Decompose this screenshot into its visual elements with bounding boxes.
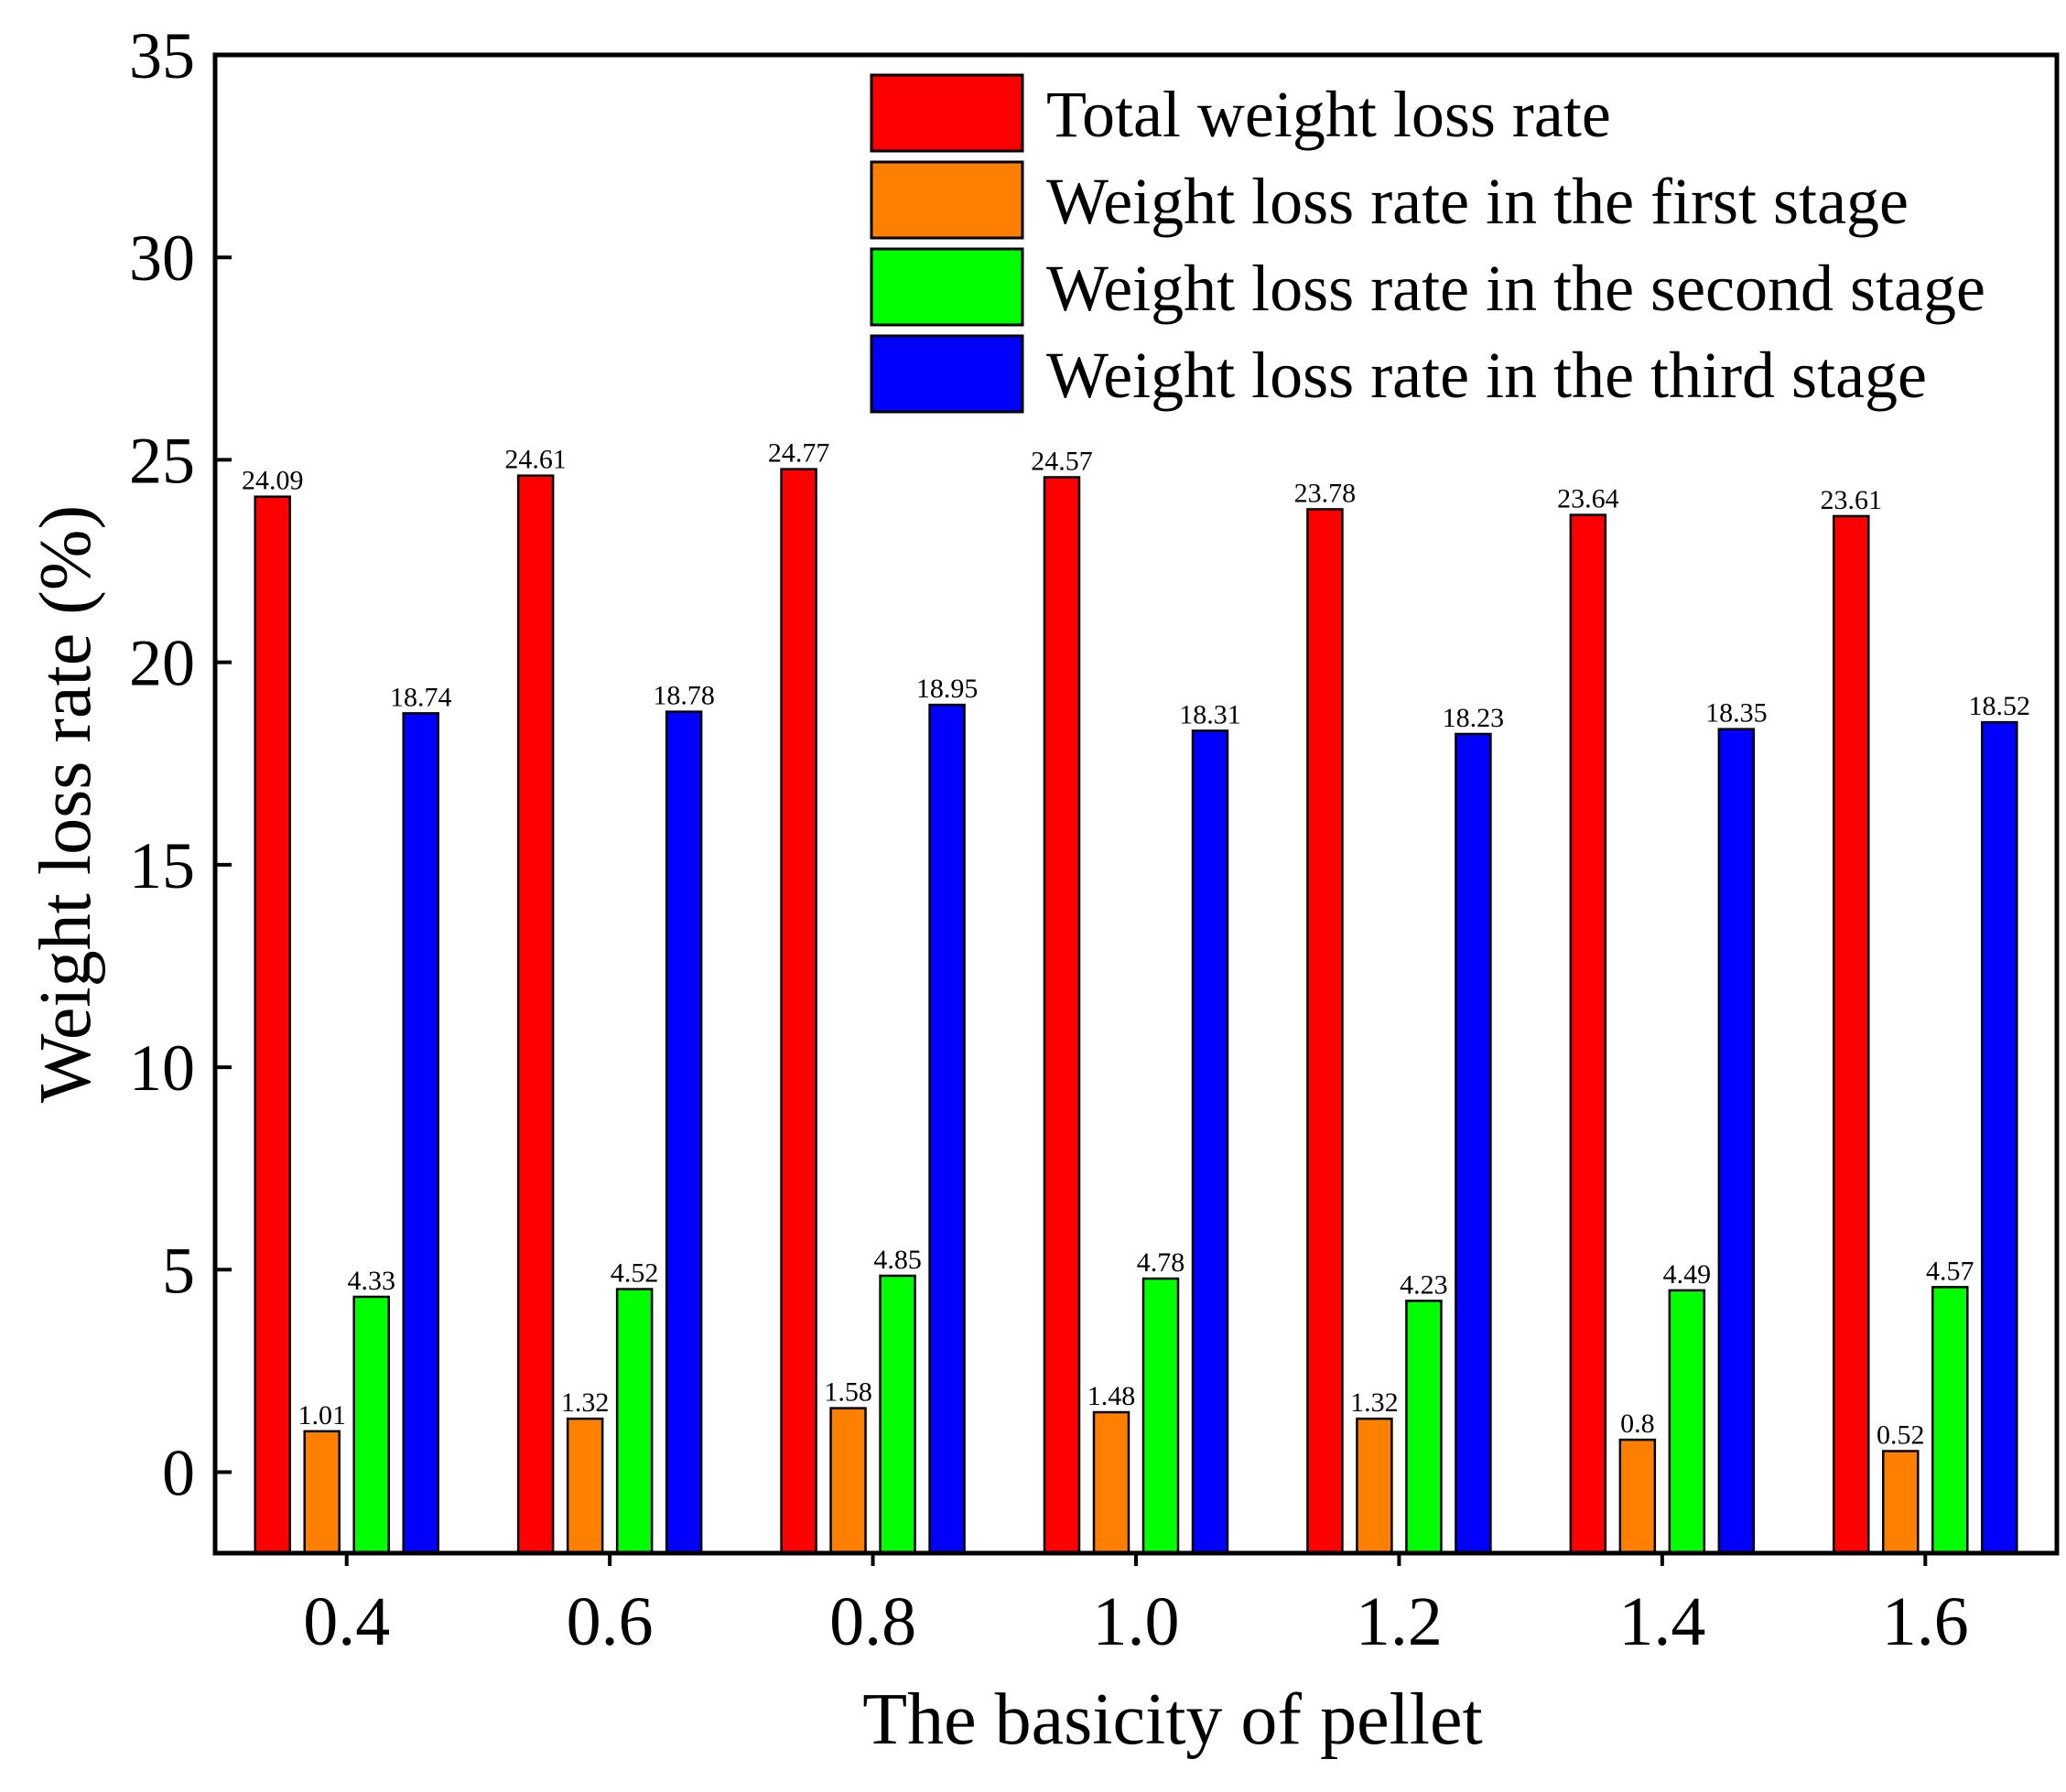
legend-swatch <box>870 334 1024 414</box>
data-label: 1.32 <box>561 1387 610 1418</box>
bar <box>665 710 703 1555</box>
legend-swatch <box>870 247 1024 327</box>
data-label: 18.78 <box>653 681 715 711</box>
bar <box>879 1274 916 1555</box>
bar <box>1618 1438 1657 1555</box>
legend-label: Total weight loss rate <box>1046 78 1611 151</box>
bar <box>1306 508 1344 1555</box>
data-label: 18.23 <box>1443 703 1505 733</box>
legend-label: Weight loss rate in the third stage <box>1046 339 1927 412</box>
data-label: 18.52 <box>1969 691 2031 721</box>
bar <box>1405 1300 1443 1555</box>
bar <box>1455 732 1492 1555</box>
x-tick-label: 1.0 <box>1093 1583 1180 1660</box>
bar <box>928 703 966 1555</box>
bar <box>254 495 291 1555</box>
data-label: 18.95 <box>916 674 979 704</box>
data-label: 24.57 <box>1031 446 1093 476</box>
bar <box>1882 1450 1920 1555</box>
x-tick-label: 1.2 <box>1356 1583 1443 1660</box>
x-tick-label: 0.6 <box>567 1583 654 1660</box>
bar <box>1092 1410 1130 1555</box>
y-tick-label: 20 <box>129 627 195 700</box>
data-label: 23.64 <box>1557 484 1619 514</box>
bar <box>1931 1286 1969 1555</box>
data-label: 23.61 <box>1821 485 1883 515</box>
bar <box>1981 720 2018 1555</box>
y-tick-label: 0 <box>162 1437 195 1510</box>
legend-swatch <box>870 160 1024 240</box>
bar <box>352 1295 390 1555</box>
bar <box>615 1288 654 1555</box>
data-label: 0.52 <box>1877 1420 1925 1451</box>
data-label: 4.49 <box>1663 1259 1712 1290</box>
data-label: 4.23 <box>1400 1269 1448 1300</box>
bar <box>1717 728 1756 1555</box>
y-tick-label: 30 <box>129 221 195 295</box>
data-label: 1.32 <box>1350 1387 1399 1418</box>
bar <box>780 468 817 1555</box>
data-label: 24.77 <box>768 438 830 469</box>
y-tick-label: 5 <box>162 1234 195 1307</box>
data-label: 4.85 <box>873 1245 922 1275</box>
data-label: 1.01 <box>297 1400 346 1430</box>
bar <box>1833 514 1870 1555</box>
bar <box>1141 1277 1180 1555</box>
x-tick-label: 1.4 <box>1618 1583 1705 1660</box>
bar <box>566 1417 604 1555</box>
legend-label: Weight loss rate in the second stage <box>1046 252 1985 325</box>
x-tick-label: 0.4 <box>303 1583 390 1660</box>
data-label: 18.31 <box>1179 699 1241 729</box>
bar <box>1569 513 1607 1555</box>
bar <box>1356 1417 1393 1555</box>
bar <box>1668 1289 1706 1555</box>
legend-label: Weight loss rate in the first stage <box>1046 165 1909 238</box>
y-tick-label: 25 <box>129 424 195 497</box>
bar <box>402 712 439 1555</box>
data-label: 4.52 <box>611 1258 659 1289</box>
bar <box>303 1430 341 1555</box>
data-label: 18.74 <box>390 682 452 712</box>
bar <box>516 474 555 1555</box>
y-tick-label: 15 <box>129 829 195 902</box>
y-axis-title: Weight loss rate (%) <box>26 505 106 1103</box>
data-label: 24.09 <box>242 466 304 496</box>
data-label: 4.57 <box>1926 1256 1974 1286</box>
bar <box>1043 476 1081 1555</box>
data-label: 4.78 <box>1137 1247 1185 1278</box>
bar <box>1191 729 1229 1555</box>
data-label: 23.78 <box>1294 478 1357 508</box>
bar <box>829 1407 867 1555</box>
y-tick-label: 10 <box>129 1031 195 1105</box>
data-label: 1.48 <box>1087 1381 1136 1411</box>
data-label: 1.58 <box>824 1377 872 1408</box>
data-label: 0.8 <box>1620 1409 1655 1439</box>
legend: Total weight loss rate Weight loss rate i… <box>870 73 1985 414</box>
x-tick-label: 0.8 <box>829 1583 916 1660</box>
data-label: 18.35 <box>1705 698 1768 729</box>
x-tick-label: 1.6 <box>1882 1583 1969 1660</box>
legend-swatch <box>870 73 1024 153</box>
y-tick-label: 35 <box>129 19 195 92</box>
data-label: 24.61 <box>504 445 567 475</box>
x-axis-title: The basicity of pellet <box>862 1679 1483 1760</box>
data-label: 4.33 <box>347 1266 395 1296</box>
